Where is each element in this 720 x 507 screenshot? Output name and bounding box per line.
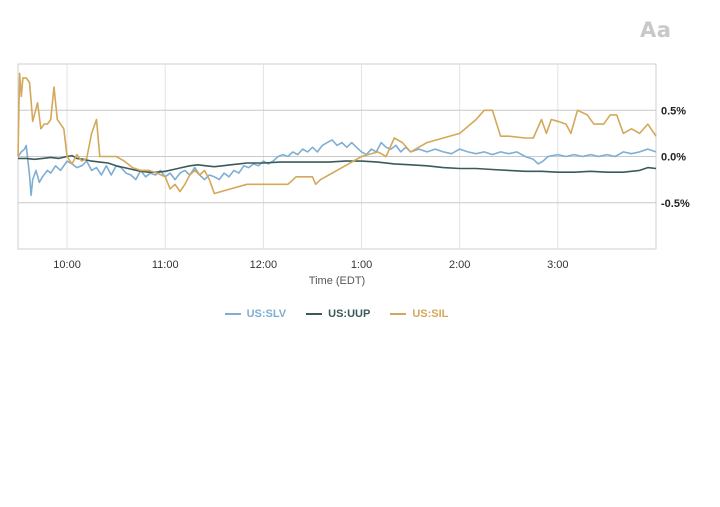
- legend-item[interactable]: US:SIL: [390, 308, 448, 320]
- legend-label: US:SLV: [246, 308, 287, 320]
- y-tick-label: 0.0%: [661, 152, 686, 164]
- y-tick-label: 0.5%: [661, 105, 686, 117]
- legend-swatch: [306, 313, 323, 315]
- x-tick-label: 1:00: [351, 259, 372, 271]
- series-line-us-sil: [17, 72, 657, 195]
- legend-swatch: [390, 313, 407, 315]
- x-tick-label: 12:00: [250, 259, 278, 271]
- chart-legend: US:SLV US:UUP US:SIL: [0, 308, 673, 320]
- series-line-us-uup: [18, 154, 657, 173]
- x-tick-label: 11:00: [152, 259, 179, 271]
- legend-label: US:SIL: [412, 308, 449, 320]
- line-chart: 0.5% 0.0% -0.5% 10:00 11:00 12:00 1:00 2:00 3:0…: [17, 63, 690, 287]
- y-axis-ticks: 0.5% 0.0% -0.5%: [661, 105, 690, 210]
- series-lines: [17, 72, 657, 197]
- legend-label: US:UUP: [328, 308, 371, 320]
- x-tick-label: 2:00: [449, 259, 470, 271]
- x-tick-label: 10:00: [53, 259, 81, 271]
- legend-item[interactable]: US:UUP: [306, 308, 370, 320]
- x-axis-ticks: 10:00 11:00 12:00 1:00 2:00 3:00: [53, 259, 568, 271]
- legend-swatch: [224, 313, 241, 315]
- y-tick-label: -0.5%: [661, 198, 690, 210]
- legend-item[interactable]: US:SLV: [224, 308, 287, 320]
- x-tick-label: 3:00: [547, 259, 568, 271]
- font-size-toggle-button[interactable]: Aa: [640, 18, 672, 42]
- x-axis-label: Time (EDT): [309, 275, 365, 287]
- series-line-us-slv: [17, 139, 657, 197]
